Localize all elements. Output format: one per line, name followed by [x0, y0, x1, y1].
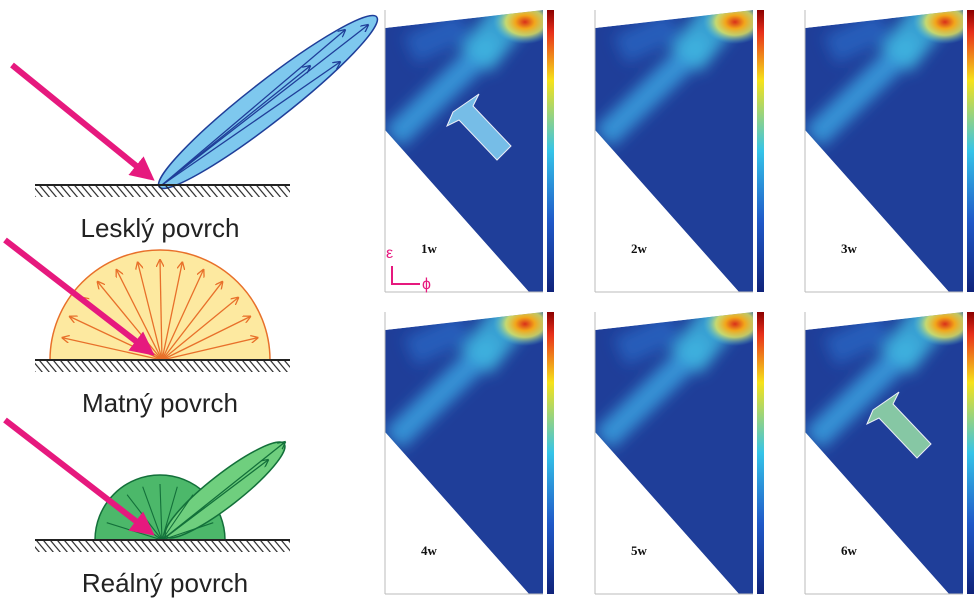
band [823, 313, 892, 366]
caption: Reálný povrch [82, 568, 248, 598]
ray [161, 522, 214, 541]
caption: Matný povrch [82, 388, 238, 418]
hot-spot [913, 10, 963, 44]
ray [160, 260, 162, 361]
heatmap-panel: 1w [384, 10, 554, 293]
hot-spot [913, 312, 963, 346]
axis-indicator: εϕ [386, 245, 431, 293]
heatmap-panel: 2w [594, 10, 764, 293]
heatmap [595, 312, 753, 594]
glossy-illustration: Lesklý povrch [10, 14, 379, 243]
heatmap-panel: 3w [804, 10, 974, 293]
real-illustration: Reálný povrch [3, 417, 290, 598]
panel-label: 1w [421, 241, 438, 256]
heatmap-base [385, 312, 543, 594]
heatmap [385, 10, 543, 292]
panel-label: 4w [421, 543, 438, 558]
band [613, 11, 682, 64]
colorbar [967, 10, 974, 292]
heatmap-panel: 4w [384, 312, 554, 595]
green-arrow [866, 391, 932, 459]
heatmap [805, 10, 963, 292]
heatmap-base [385, 10, 543, 292]
blue-arrow [446, 93, 512, 161]
heatmap [805, 312, 963, 594]
heatmap-base [595, 312, 753, 594]
heatmap-base [805, 312, 963, 594]
ray [159, 483, 163, 541]
heatmap-panel: 6w [804, 312, 974, 595]
ray [161, 298, 238, 361]
caption: Lesklý povrch [81, 213, 240, 243]
ray [161, 263, 182, 361]
heatmap [385, 312, 543, 594]
band [823, 11, 892, 64]
ray [161, 494, 194, 541]
colorbar [547, 10, 554, 292]
matte-illustration: Matný povrch [3, 237, 290, 418]
colorbar [757, 10, 764, 292]
axis-label: ϕ [422, 276, 431, 293]
ray [161, 486, 178, 541]
ray [161, 270, 203, 361]
panel-label: 5w [631, 543, 648, 558]
axis-arrows [391, 266, 420, 285]
heatmap [595, 10, 753, 292]
panel-label: 2w [631, 241, 648, 256]
ray [63, 338, 163, 361]
heatmap-base [595, 10, 753, 292]
band [403, 313, 472, 366]
colorbar [547, 312, 554, 594]
colorbar [757, 312, 764, 594]
axis-label: ε [386, 245, 393, 262]
heatmap-panel: 5w [594, 312, 764, 595]
panel-label: 3w [841, 241, 858, 256]
panel-label: 6w [841, 543, 858, 558]
ray [138, 263, 163, 361]
ray [161, 338, 257, 361]
band [403, 11, 472, 64]
band [613, 313, 682, 366]
heatmap-base [805, 10, 963, 292]
colorbar [967, 312, 974, 594]
ray [161, 282, 222, 361]
ray [161, 317, 250, 361]
